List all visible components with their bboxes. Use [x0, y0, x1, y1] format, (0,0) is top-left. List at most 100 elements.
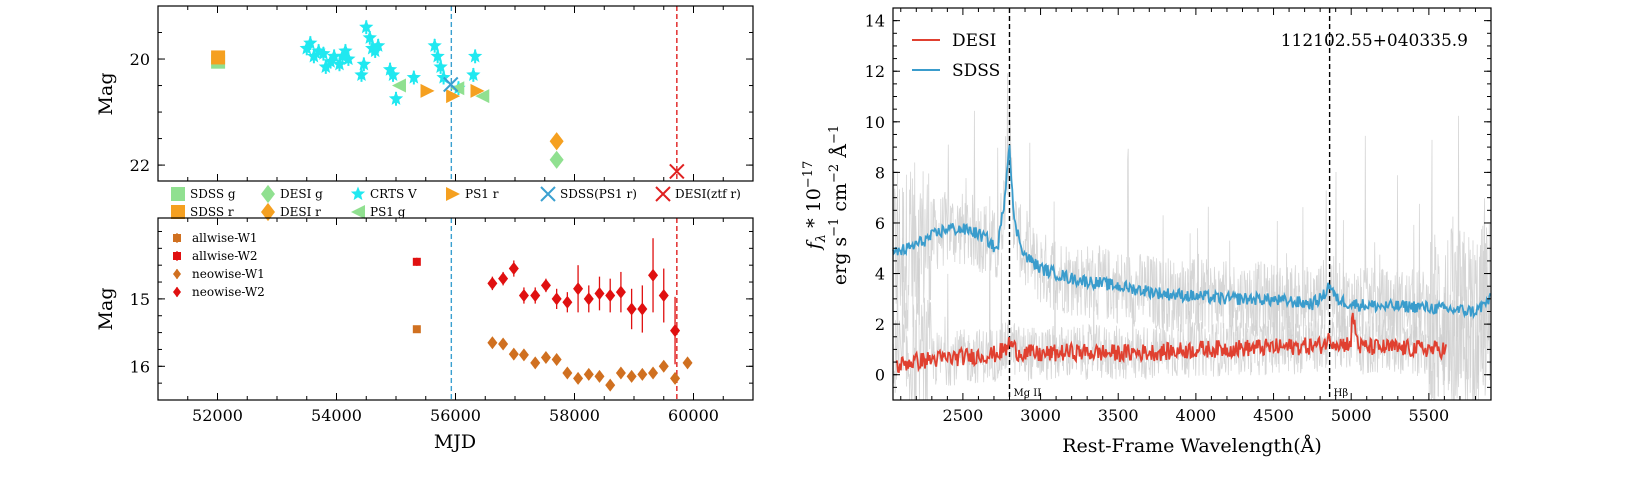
legend-entry-neowise-w1: neowise-W1	[173, 267, 265, 281]
legend-marker-sdss-r	[171, 205, 185, 219]
neowise-w1-point	[540, 351, 551, 365]
p3-ytick-label: 6	[875, 214, 885, 233]
p3-xtick-label: 5500	[1409, 406, 1450, 425]
ps1-r-point	[470, 83, 485, 98]
spectrum-plot-frame	[892, 7, 1492, 401]
p1-ytick-label: 20	[130, 50, 150, 69]
ylabel-exp-cm: −2	[827, 164, 842, 183]
series-allwise-w2	[412, 257, 421, 266]
neowise-w2-point	[594, 286, 605, 300]
p3-xtick-label: 4000	[1176, 406, 1217, 425]
legend-entry-desi: DESI	[912, 31, 996, 51]
legend-marker-sdss-ps1-r	[540, 186, 556, 202]
legend-marker-allwise-w1	[173, 234, 181, 242]
neowise-w1-point	[605, 378, 616, 392]
neowise-w2-point	[626, 302, 637, 316]
p2-ytick-label: 16	[130, 357, 150, 376]
crts-v-point	[468, 48, 483, 63]
series-allwise-w1	[412, 325, 421, 334]
crts-v-point	[341, 51, 356, 66]
neowise-w2-point	[648, 268, 659, 282]
neowise-w2-point	[605, 289, 616, 303]
neowise-w1-point	[658, 359, 669, 373]
wavelength-x-axis-label: Rest-Frame Wavelength(Å)	[1062, 435, 1322, 457]
legend-label-neowise-w1: neowise-W1	[192, 267, 265, 281]
crts-v-point	[365, 40, 380, 55]
ylabel-exp-ang: −1	[827, 125, 842, 144]
p2-xtick-label: 56000	[430, 406, 481, 425]
neowise-w2-point	[551, 292, 562, 306]
ps1-g-point	[475, 89, 490, 104]
infrared-legend: allwise-W1 allwise-W2 neowise-W1 neowise-W2	[173, 231, 265, 299]
crts-v-point	[385, 67, 401, 82]
legend-label-ps1-g: PS1 g	[370, 205, 406, 219]
legend-label-allwise-w1: allwise-W1	[192, 231, 258, 245]
neowise-w2-point	[637, 302, 648, 316]
ylabel-cm: cm	[829, 183, 851, 218]
legend-label-sdss-ps1-r: SDSS(PS1 r)	[560, 187, 637, 201]
legend-entry-desi-g: DESI g	[261, 184, 323, 204]
crts-v-point	[318, 59, 333, 74]
series-ps1-g	[391, 78, 490, 104]
neowise-w1-point	[637, 367, 648, 381]
legend-label-sdss-g: SDSS g	[190, 187, 236, 201]
ps1-r-point	[420, 83, 435, 98]
p3-ytick-label: 14	[865, 12, 885, 31]
legend-entry-desi-r: DESI r	[261, 202, 321, 222]
p3-ytick-label: 12	[865, 62, 885, 81]
spectrum-noise-background	[892, 73, 1492, 401]
neowise-w1-point	[670, 371, 681, 385]
optical-plot-frame	[157, 5, 754, 182]
sdss-ps1-r-point	[443, 76, 459, 93]
spectrum-legend: DESI SDSS	[912, 31, 1000, 81]
svg-text:erg s−1 cm−2 Å−1: erg s−1 cm−2 Å−1	[827, 125, 851, 285]
neowise-w2-point	[583, 292, 594, 306]
crts-v-point	[326, 48, 342, 63]
crts-v-point	[433, 59, 448, 74]
legend-marker-neowise-w1	[173, 268, 181, 280]
p3-xtick-label: 2500	[943, 406, 984, 425]
crts-v-point	[362, 30, 377, 44]
ylabel-times: * 10	[803, 188, 825, 234]
legend-entry-sdss: SDSS	[912, 61, 1000, 81]
neowise-w1-point	[518, 348, 529, 362]
spectrum-panel: Mg II Hβ 0 2 4 6 8 10 12 14 2500 3000 3500 4000 4500…	[801, 7, 1492, 457]
legend-label-sdss: SDSS	[952, 61, 1000, 81]
ylabel-f: f	[803, 239, 825, 251]
legend-entry-desi-ztf-r: DESI(ztf r)	[655, 186, 741, 202]
neowise-w1-point	[508, 347, 519, 361]
p2-xtick-label: 52000	[192, 406, 243, 425]
infrared-light-curve-panel: 15 16 52000 54000 56000 58000 60000 allwise-W…	[95, 217, 754, 453]
series-crts-v	[299, 19, 483, 106]
neowise-w1-point	[583, 367, 594, 381]
legend-label-sdss-r: SDSS r	[190, 205, 234, 219]
optical-y-axis-label: Mag	[95, 73, 117, 116]
desi-g-point	[549, 150, 564, 169]
crts-v-point	[406, 70, 421, 84]
series-desi-ztf-r	[669, 163, 685, 180]
ylabel-lambda: λ	[814, 234, 829, 243]
spectrum-line-label-h: Hβ	[1334, 388, 1349, 399]
series-sdss-ps1-r	[443, 76, 459, 93]
p3-ytick-label: 10	[865, 113, 885, 132]
crts-v-point	[427, 38, 442, 52]
p2-xtick-label: 60000	[668, 406, 719, 425]
neowise-w2-point	[670, 324, 681, 338]
p3-xtick-label: 5000	[1331, 406, 1372, 425]
crts-v-point	[359, 19, 374, 34]
legend-label-desi-g: DESI g	[280, 187, 323, 201]
neowise-w2-point	[562, 295, 573, 309]
neowise-w1-point	[682, 356, 693, 370]
p3-ytick-label: 8	[875, 163, 885, 182]
legend-entry-allwise-w2: allwise-W2	[173, 249, 258, 263]
infrared-y-axis-label: Mag	[95, 288, 117, 331]
neowise-w1-point	[498, 337, 509, 351]
neowise-w2-point	[530, 289, 541, 303]
crts-v-point	[332, 56, 347, 71]
p3-ytick-label: 4	[875, 265, 885, 284]
crts-v-point	[466, 67, 481, 82]
series-ps1-r	[420, 83, 485, 104]
legend-marker-desi-g	[261, 184, 275, 204]
neowise-w1-point	[615, 366, 626, 380]
